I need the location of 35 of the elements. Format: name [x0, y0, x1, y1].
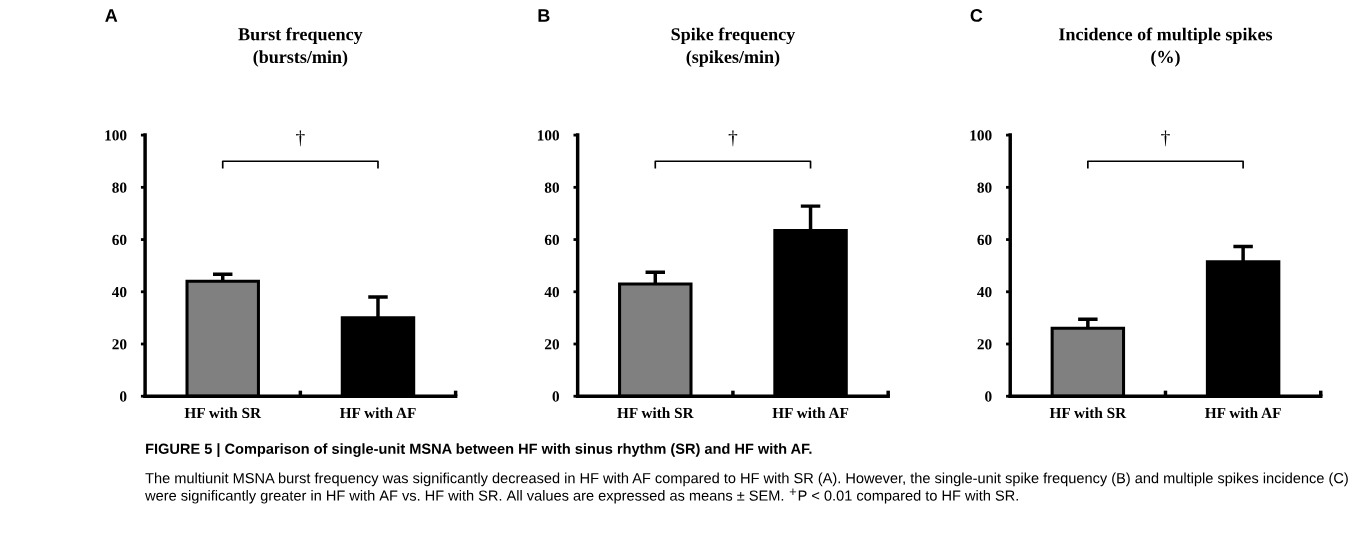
y-tick-label: 100: [537, 130, 560, 141]
y-tick-label: 40: [111, 286, 127, 298]
y-tick-label: 20: [977, 339, 992, 350]
x-tick-label: HF with AF: [1205, 407, 1281, 419]
y-tick-label: 40: [544, 286, 560, 298]
annotation: †: [296, 130, 305, 147]
chart-title: Spike frequency (spikes/min): [671, 27, 796, 67]
y-tick-label: 100: [105, 130, 127, 141]
chart-title: Burst frequency (bursts/min): [238, 27, 363, 67]
y-tick-label: 80: [977, 182, 992, 193]
text: C: [970, 9, 983, 22]
y-tick-label: 80: [112, 182, 127, 193]
annotation: †: [1161, 130, 1170, 147]
y-tick-label: 0: [985, 391, 992, 402]
y-tick-label: 40: [977, 286, 992, 298]
y-tick-label: 100: [970, 130, 992, 141]
y-tick-label: 20: [112, 339, 127, 350]
caption: FIGURE 5 | Comparison of single-unit MSNA between HF with sinus rhythm (SR) and HF with AF.: [146, 443, 812, 458]
y-tick-label: 60: [977, 234, 992, 245]
text: A: [105, 9, 118, 22]
x-tick-label: HF with AF: [339, 407, 416, 419]
text: B: [538, 9, 550, 22]
x-tick-label: HF with SR: [184, 407, 262, 419]
y-tick-label: 20: [544, 339, 560, 350]
text: The multiunit MSNA burst frequency was significantly decreased in HF with AF compared to HF with SR (A). However, the single-unit spike frequency (B) and multiple spikes incidence (C) were significantly greater in HF with AF vs. HF with SR. All values are expressed as means ± SEM. $^{+}$P < 0.01 compared to HF with SR.: [145, 472, 1348, 504]
annotation: †: [728, 130, 738, 147]
y-tick-label: 60: [544, 234, 560, 245]
y-tick-label: 80: [544, 182, 560, 193]
y-tick-label: 0: [552, 391, 560, 402]
y-tick-label: 0: [119, 391, 127, 402]
chart-title: Incidence of multiple spikes (%): [1059, 27, 1273, 67]
x-tick-label: HF with AF: [772, 407, 849, 419]
x-tick-label: HF with SR: [1049, 407, 1127, 419]
x-tick-label: HF with SR: [617, 407, 694, 419]
y-tick-label: 60: [112, 234, 127, 245]
